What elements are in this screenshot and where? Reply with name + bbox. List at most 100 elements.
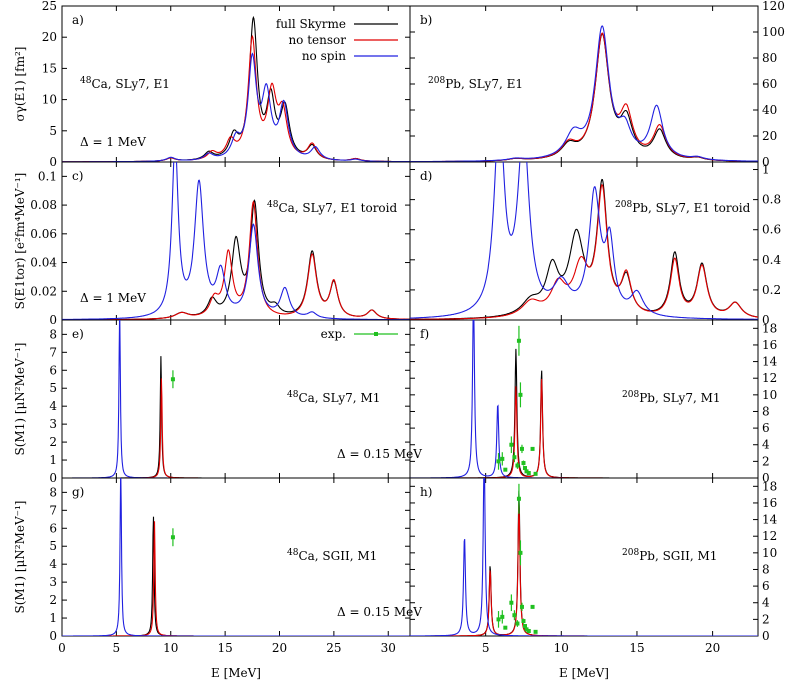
exp-point [522, 624, 527, 629]
curves [410, 478, 758, 636]
exp-point [533, 471, 538, 476]
x-tick-label: 15 [217, 641, 232, 655]
y-tick-label: 0.02 [30, 284, 57, 298]
x-tick-label: 20 [705, 641, 720, 655]
exp-point [522, 466, 527, 471]
panel-a: 0 5 10 15 20 25 a) 48Ca, SLy7, E1 Δ = 1 MeV σγ(E1… [13, 0, 411, 169]
exp-point [500, 614, 505, 619]
panel-label: 208Pb, SLy7, E1 [428, 76, 523, 91]
panel-tag: d) [420, 169, 432, 183]
legend-label: no tensor [288, 33, 346, 47]
exp-point [530, 604, 535, 609]
panel-label: 208Pb, SGII, M1 [622, 548, 717, 563]
legend-label: full Skyrme [276, 17, 346, 31]
exp-point [512, 455, 517, 460]
exp-point [503, 467, 508, 472]
y-axis-title: σγ(E1) [fm²] [13, 47, 27, 122]
panel-f: 0 2 4 6 8 10 12 14 16 18 f) 208Pb, SLy7, M1 [409, 319, 778, 485]
exp-point [519, 446, 524, 451]
delta-label: Δ = 0.15 MeV [337, 447, 422, 461]
plot-frame [409, 161, 759, 321]
y-tick-label: 80 [762, 51, 777, 65]
y-tick-label: 2 [49, 593, 57, 607]
x-tick-label: 15 [629, 641, 644, 655]
exp-point [512, 613, 517, 618]
curves [62, 478, 410, 636]
y-tick-label: 0.4 [762, 253, 781, 267]
x-tick-label: 20 [272, 641, 287, 655]
y-tick-label: 14 [762, 355, 778, 369]
exp-point [524, 469, 529, 474]
panel-tag: b) [420, 13, 432, 27]
y-tick-label: 4 [762, 438, 770, 452]
x-tick-label: 25 [326, 641, 341, 655]
y-tick-label: 10 [762, 546, 777, 560]
exp-point [515, 463, 520, 468]
y-tick-label: 3 [49, 417, 57, 431]
y-tick-label: 0.06 [30, 227, 57, 241]
y-tick-label: 1 [49, 453, 57, 467]
y-tick-label: 0 [49, 313, 57, 327]
exp-point [519, 604, 524, 609]
curves [410, 162, 758, 320]
panel-label: 48Ca, SGII, M1 [287, 548, 377, 563]
x-tick-label: 5 [113, 641, 121, 655]
exp-point [518, 550, 523, 555]
panel-label: 48Ca, SLy7, E1 toroid [267, 200, 397, 215]
y-tick-label: 18 [762, 321, 777, 335]
legend-swatch-marker [374, 332, 378, 336]
y-tick-label: 6 [762, 421, 770, 435]
exp-point [521, 619, 526, 624]
exp-point [509, 442, 514, 447]
y-axis-title: S(E1tor) [e²fm⁴MeV⁻¹] [13, 173, 27, 310]
y-tick-label: 0 [762, 313, 770, 327]
panel-label: 208Pb, SLy7, E1 toroid [615, 200, 751, 215]
y-tick-label: 0 [762, 471, 770, 485]
y-tick-label: 1 [49, 611, 57, 625]
y-axis-title: S(M1) [μN²MeV⁻¹] [13, 343, 27, 456]
exp-point [533, 629, 538, 634]
panel-label: 208Pb, SLy7, M1 [622, 390, 721, 405]
y-tick-label: 18 [762, 479, 777, 493]
panel-label: 48Ca, SLy7, E1 [80, 76, 170, 91]
y-tick-label: 4 [762, 596, 770, 610]
y-tick-label: 16 [762, 338, 777, 352]
panel-g: 0 5 10 15 20 25 30 0 1 2 3 4 5 6 7 8 g) 48Ca, SGII, M1 Δ =… [13, 477, 422, 655]
panel-tag: c) [72, 169, 83, 183]
panel-tag: f) [420, 327, 429, 341]
y-tick-label: 5 [49, 539, 57, 553]
y-tick-label: 0.8 [762, 193, 781, 207]
y-tick-label: 7 [49, 345, 57, 359]
exp-point [516, 496, 521, 501]
panel-c: 0 0.02 0.04 0.06 0.08 0.1 c) 48Ca, SLy7, E1 tor… [13, 161, 411, 327]
exp-point [524, 627, 529, 632]
y-tick-label: 25 [42, 0, 57, 13]
y-tick-label: 16 [762, 496, 777, 510]
exp-point [530, 446, 535, 451]
exp-point [500, 456, 505, 461]
curves [410, 320, 758, 478]
delta-label: Δ = 0.15 MeV [337, 605, 422, 619]
y-tick-label: 8 [762, 404, 770, 418]
curves [62, 320, 410, 478]
y-tick-label: 4 [49, 557, 57, 571]
y-tick-label: 0.2 [762, 283, 781, 297]
y-tick-label: 2 [762, 612, 770, 626]
x-tick-label: 5 [482, 641, 490, 655]
y-tick-label: 8 [49, 327, 57, 341]
y-tick-label: 0.04 [30, 256, 57, 270]
x-axis-title: E [MeV] [559, 666, 609, 680]
y-tick-label: 0.08 [30, 198, 57, 212]
series-line-no-spin [410, 320, 758, 478]
series-line-full-Skyrme [410, 348, 758, 478]
panel-b: 0 20 40 60 80 100 120 b) 208Pb, SLy7, E1 [409, 0, 785, 169]
y-tick-label: 0 [49, 155, 57, 169]
panel-d: 0 0.2 0.4 0.6 0.8 1 d) 208Pb, SLy7, E1 toroid [409, 161, 781, 327]
panel-tag: h) [420, 485, 432, 499]
x-tick-label: 30 [381, 641, 396, 655]
exp-point [170, 535, 175, 540]
exp-point [509, 600, 514, 605]
y-tick-label: 120 [762, 0, 785, 13]
y-tick-label: 3 [49, 575, 57, 589]
